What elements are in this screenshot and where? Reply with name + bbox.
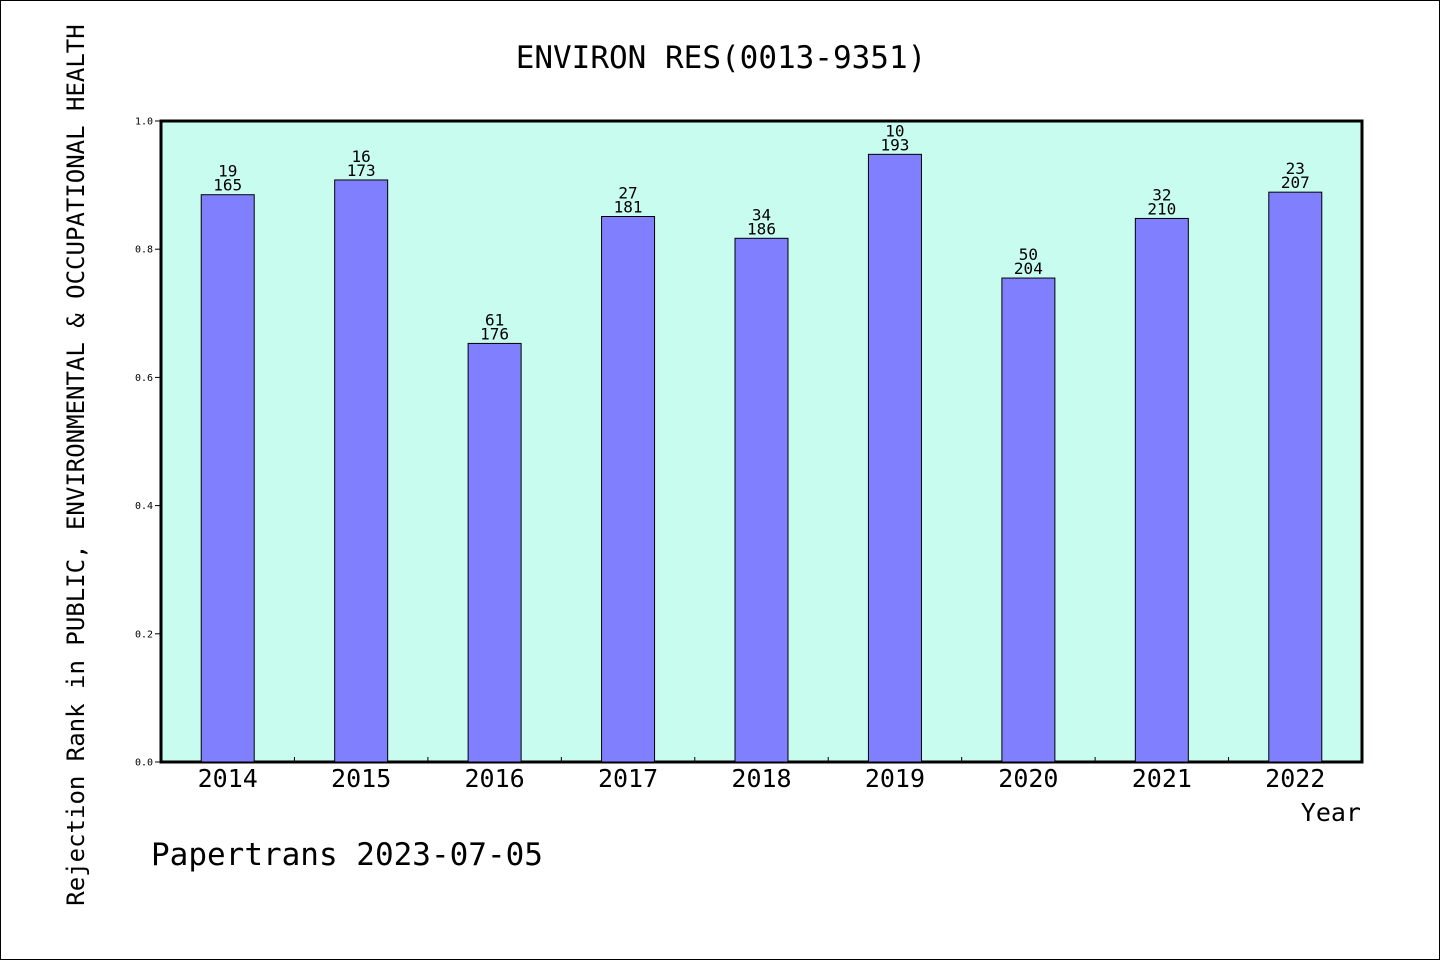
y-tick-label: 0.4 — [135, 501, 153, 512]
bar-total-label: 204 — [1014, 259, 1043, 278]
chart-title: ENVIRON RES(0013-9351) — [516, 40, 927, 76]
bar — [334, 179, 389, 763]
bar-rank-label: 27 — [618, 184, 637, 203]
x-tick-label: 2022 — [1265, 764, 1325, 793]
bar-total-label: 173 — [347, 161, 376, 180]
y-tick-label: 0.6 — [135, 373, 153, 384]
footer-text: Papertrans 2023-07-05 — [151, 837, 543, 873]
bar-total-label: 165 — [213, 176, 242, 195]
x-tick-label: 2015 — [331, 764, 391, 793]
bar — [601, 216, 656, 763]
x-tick-label: 2018 — [731, 764, 791, 793]
x-tick-label: 2016 — [465, 764, 525, 793]
bar-total-label: 207 — [1281, 173, 1310, 192]
x-tick-label: 2014 — [198, 764, 258, 793]
bar-rank-label: 10 — [885, 121, 904, 140]
y-axis: 0.0 0.2 0.4 0.6 0.8 1.0 — [135, 117, 161, 769]
bar-rank-label: 61 — [485, 310, 504, 329]
bar-rank-label: 16 — [352, 147, 371, 166]
bar-rank-label: 50 — [1019, 245, 1038, 264]
bar-total-label: 193 — [880, 135, 909, 154]
y-tick-label: 1.0 — [135, 117, 153, 128]
bar-total-label: 176 — [480, 324, 509, 343]
x-axis-label: Year — [1301, 798, 1361, 827]
bar-rank-label: 34 — [752, 205, 771, 224]
bar — [467, 342, 522, 763]
bar — [1001, 277, 1056, 763]
bar-rank-label: 19 — [218, 162, 237, 181]
bar-total-label: 186 — [747, 219, 776, 238]
y-tick-label: 0.8 — [135, 245, 153, 256]
bar-rank-label: 23 — [1286, 159, 1305, 178]
bar — [1134, 217, 1189, 763]
x-axis: 2014 2015 2016 2017 2018 2019 2020 2021 2022 — [198, 757, 1325, 793]
bar — [867, 153, 922, 763]
y-axis-label: Rejection Rank in PUBLIC, ENVIRONMENTAL … — [62, 24, 90, 905]
y-tick-label: 0.0 — [135, 758, 153, 769]
x-tick-label: 2020 — [998, 764, 1058, 793]
bar-rank-label: 32 — [1152, 185, 1171, 204]
bar — [1268, 191, 1323, 763]
bar-total-label: 210 — [1147, 199, 1176, 218]
bar — [734, 237, 789, 763]
x-tick-label: 2017 — [598, 764, 658, 793]
bars — [200, 153, 1323, 763]
x-tick-label: 2019 — [865, 764, 925, 793]
x-tick-label: 2021 — [1132, 764, 1192, 793]
y-tick-label: 0.2 — [135, 629, 153, 640]
bar — [200, 194, 255, 763]
bar-total-label: 181 — [614, 198, 643, 217]
